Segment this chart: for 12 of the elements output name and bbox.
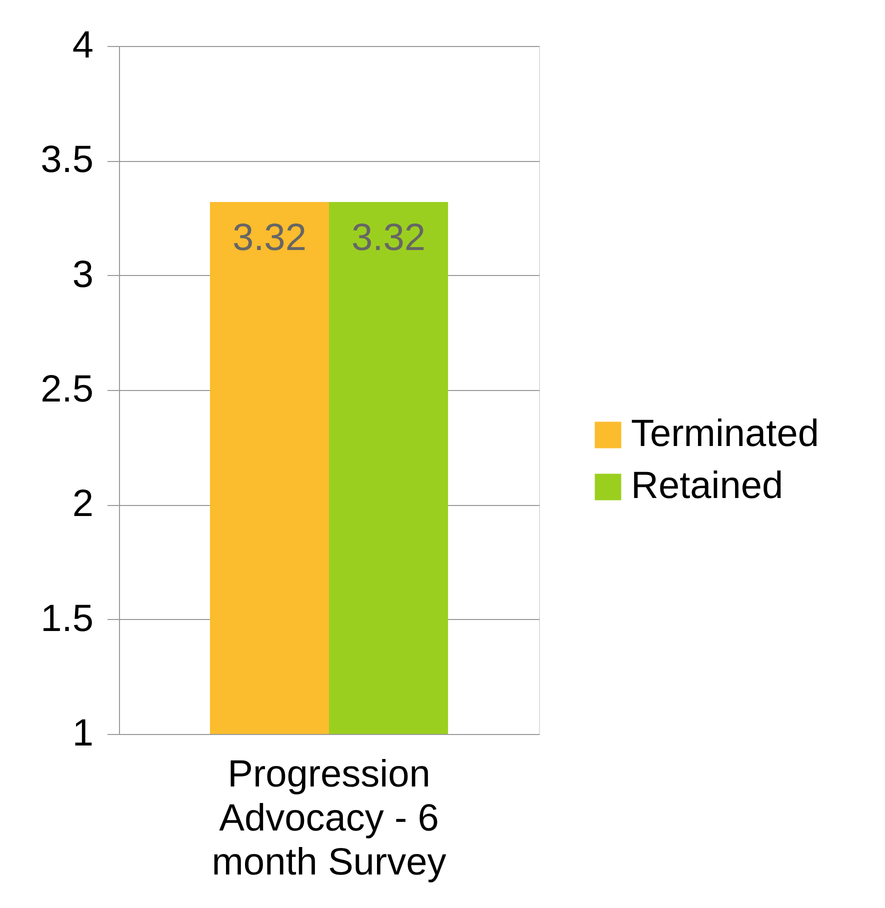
- y-tick-label: 2: [72, 483, 94, 526]
- y-tick-label: 4: [72, 24, 94, 66]
- legend-label: Retained: [631, 465, 784, 507]
- y-tick-label: 1.5: [40, 598, 94, 640]
- y-tick-label: 2.5: [40, 368, 94, 410]
- y-tick-label: 1: [72, 712, 94, 754]
- data-label: 3.32: [232, 216, 306, 259]
- y-tick-label: 3: [72, 254, 94, 296]
- y-tick-label: 3.5: [40, 139, 94, 182]
- legend-label: Terminated: [631, 413, 819, 455]
- x-tick-label: Progression Advocacy - 6 month Survey: [212, 754, 446, 884]
- data-label: 3.32: [352, 216, 426, 259]
